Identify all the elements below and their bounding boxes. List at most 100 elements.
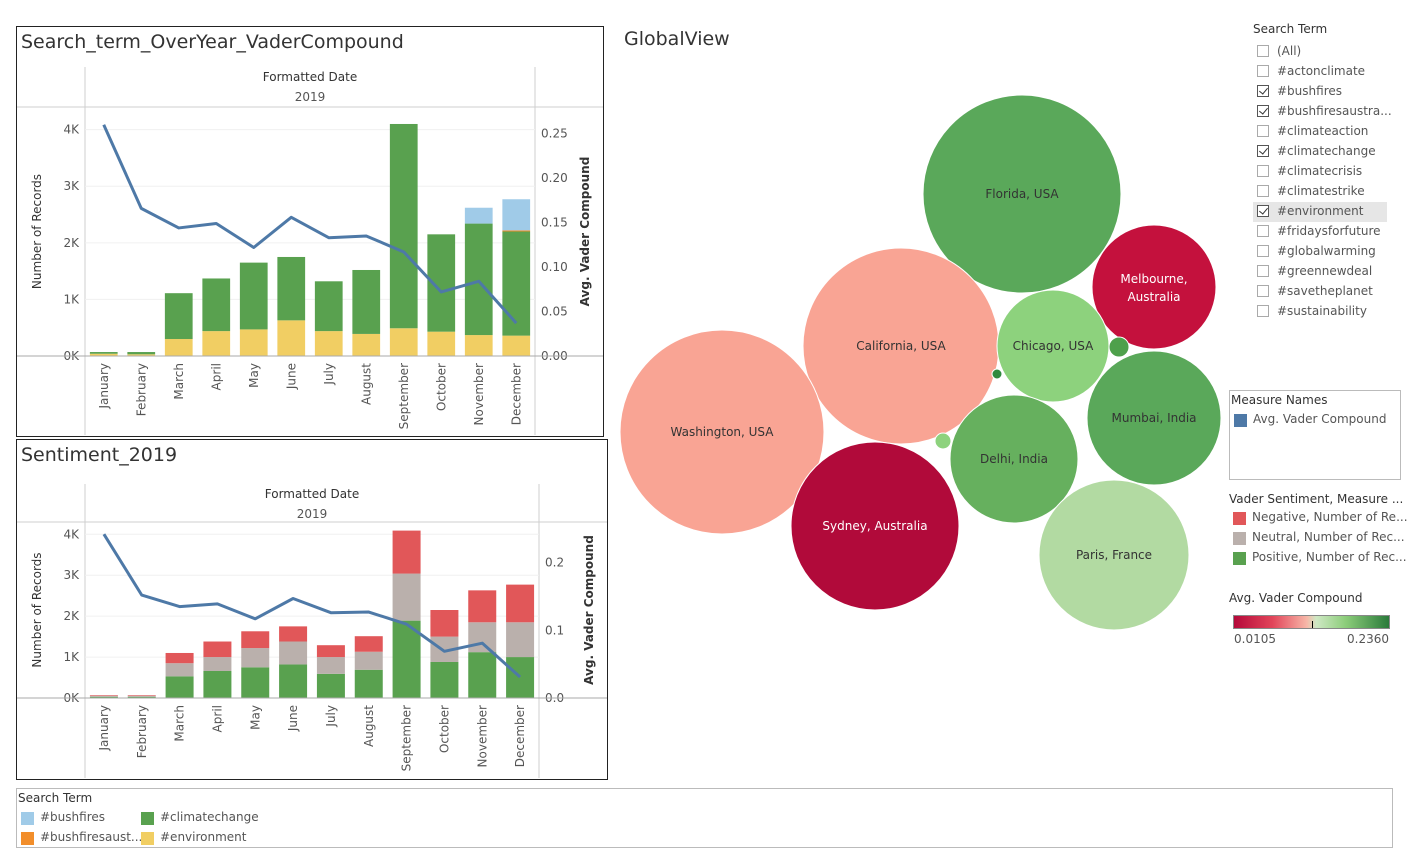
filter-item[interactable]: #greennewdeal [1253, 262, 1393, 282]
x-tick-label: July [324, 705, 338, 728]
top-chart: Formatted Date20190K1K2K3K4K0.000.050.10… [17, 67, 603, 435]
bar-segment [392, 573, 421, 621]
filter-item-label: #bushfires [1277, 84, 1342, 98]
y2-tick-label: 0.2 [545, 556, 564, 570]
bar-segment [314, 281, 343, 332]
bar-segment [241, 648, 270, 668]
y-tick-label: 2K [63, 609, 80, 623]
legend-item-label: Positive, Number of Rec... [1252, 550, 1407, 564]
x-tick-label: January [97, 363, 111, 410]
x-tick-label: December [513, 705, 527, 767]
bar-segment [277, 320, 306, 356]
column-subheader: 2019 [297, 507, 328, 521]
bubble-label: Chicago, USA [1013, 339, 1094, 353]
search-term-filter-title: Search Term [1253, 22, 1328, 36]
bar-segment [203, 641, 232, 658]
filter-checkbox[interactable] [1257, 105, 1269, 117]
filter-item-label: #actonclimate [1277, 64, 1366, 78]
filter-checkbox[interactable] [1257, 225, 1269, 237]
filter-item[interactable]: #bushfiresaustra... [1253, 102, 1393, 122]
y-tick-label: 4K [63, 527, 80, 541]
filter-checkbox[interactable] [1257, 245, 1269, 257]
filter-checkbox[interactable] [1257, 185, 1269, 197]
bar-segment [316, 673, 345, 698]
bar-segment [389, 123, 418, 329]
line-series-avg-vader [102, 533, 522, 679]
bottom-chart-panel: Sentiment_2019 Formatted Date 2019 0K 1K 2K 3… [16, 439, 608, 780]
x-tick-label: September [397, 363, 411, 429]
legend-item-positive[interactable]: Positive, Number of Rec... [1229, 549, 1407, 569]
bar-segment [389, 328, 418, 356]
sentiment-legend-title: Vader Sentiment, Measure ... [1229, 492, 1404, 506]
filter-item[interactable]: #sustainability [1253, 302, 1393, 322]
filter-item[interactable]: #actonclimate [1253, 62, 1393, 82]
filter-item[interactable]: #fridaysforfuture [1253, 222, 1393, 242]
filter-item[interactable]: #savetheplanet [1253, 282, 1393, 302]
y2-tick-label: 0.25 [541, 127, 568, 141]
filter-item[interactable]: #environment [1253, 202, 1387, 222]
y-tick-label: 2K [63, 236, 80, 250]
filter-checkbox[interactable] [1257, 205, 1269, 217]
filter-checkbox[interactable] [1257, 285, 1269, 297]
bar-segment [165, 676, 194, 698]
bar-segment [164, 339, 193, 356]
x-tick-label: May [247, 363, 261, 388]
bar-segment [279, 641, 308, 665]
legend-item-neutral[interactable]: Neutral, Number of Rec... [1229, 529, 1405, 549]
bubble [1086, 350, 1222, 486]
bar-segment [203, 670, 232, 698]
filter-item[interactable]: #climatestrike [1253, 182, 1393, 202]
x-tick-label: August [362, 705, 376, 747]
legend-item-bushfiresaust[interactable]: #bushfiresaust... [17, 829, 142, 849]
filter-item-label: #climatestrike [1277, 184, 1365, 198]
bar-segment [314, 331, 343, 356]
global-view-title: GlobalView [624, 28, 730, 50]
filter-item[interactable]: (All) [1253, 42, 1393, 62]
y-tick-label: 3K [63, 568, 80, 582]
filter-checkbox[interactable] [1257, 145, 1269, 157]
filter-checkbox[interactable] [1257, 85, 1269, 97]
bar-segment [506, 657, 535, 698]
filter-checkbox[interactable] [1257, 65, 1269, 77]
y-axis-title: Number of Records [30, 174, 44, 289]
filter-checkbox[interactable] [1257, 265, 1269, 277]
bar-segment [502, 231, 531, 336]
line-series-avg-vader [102, 124, 518, 325]
legend-swatch [21, 832, 34, 845]
legend-item-avg-vader[interactable]: Avg. Vader Compound [1230, 411, 1398, 431]
filter-checkbox[interactable] [1257, 125, 1269, 137]
column-header: Formatted Date [265, 487, 360, 501]
filter-checkbox[interactable] [1257, 305, 1269, 317]
bubble-label: Melbourne, [1120, 272, 1187, 286]
filter-item[interactable]: #bushfires [1253, 82, 1393, 102]
x-tick-label: June [286, 705, 300, 732]
bar-segment [165, 652, 194, 664]
filter-item[interactable]: #climatechange [1253, 142, 1393, 162]
search-term-filter-list: (All) #actonclimate #bushfires #bushfiresau… [1253, 42, 1393, 322]
bar-segment [316, 657, 345, 674]
bubble [949, 394, 1079, 524]
bubble-label: Australia [1127, 290, 1180, 304]
x-tick-label: February [135, 705, 149, 758]
filter-item-label: #fridaysforfuture [1277, 224, 1381, 238]
bar-segment [506, 622, 535, 658]
bar-segment [89, 353, 118, 356]
bar-segment [127, 352, 156, 355]
legend-item-climatechange[interactable]: #climatechange [137, 809, 277, 829]
filter-checkbox[interactable] [1257, 165, 1269, 177]
filter-item[interactable]: #climateaction [1253, 122, 1393, 142]
y-tick-label: 1K [63, 650, 80, 664]
filter-item[interactable]: #climatecrisis [1253, 162, 1393, 182]
bar-segment [164, 293, 193, 340]
x-tick-label: October [437, 705, 451, 753]
bar-segment [392, 620, 421, 698]
legend-item-environment[interactable]: #environment [137, 829, 277, 849]
filter-item[interactable]: #globalwarming [1253, 242, 1393, 262]
x-tick-label: February [134, 363, 148, 416]
bar-segment [316, 645, 345, 658]
sentiment-legend: Vader Sentiment, Measure ... Negative, N… [1229, 492, 1408, 569]
legend-item-bushfires[interactable]: #bushfires [17, 809, 137, 829]
filter-checkbox[interactable] [1257, 45, 1269, 57]
legend-item-negative[interactable]: Negative, Number of Re... [1229, 509, 1408, 529]
bar-segment [165, 663, 194, 677]
